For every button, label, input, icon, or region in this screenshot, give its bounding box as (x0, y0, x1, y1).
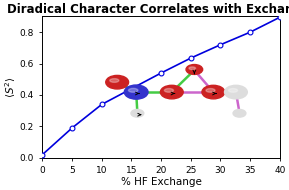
Ellipse shape (225, 85, 247, 99)
Ellipse shape (160, 85, 183, 99)
Ellipse shape (131, 109, 144, 117)
Ellipse shape (124, 85, 148, 99)
Ellipse shape (229, 89, 238, 92)
Y-axis label: $\langle S^2 \rangle$: $\langle S^2 \rangle$ (3, 76, 18, 98)
Title: Diradical Character Correlates with Exchange!: Diradical Character Correlates with Exch… (7, 3, 289, 17)
Ellipse shape (106, 75, 129, 89)
Ellipse shape (189, 67, 196, 70)
Ellipse shape (110, 79, 119, 82)
Ellipse shape (206, 89, 215, 92)
X-axis label: % HF Exchange: % HF Exchange (121, 177, 201, 187)
Ellipse shape (128, 88, 138, 92)
Ellipse shape (186, 65, 203, 74)
Ellipse shape (233, 109, 246, 117)
Ellipse shape (164, 89, 173, 92)
Ellipse shape (202, 85, 225, 99)
